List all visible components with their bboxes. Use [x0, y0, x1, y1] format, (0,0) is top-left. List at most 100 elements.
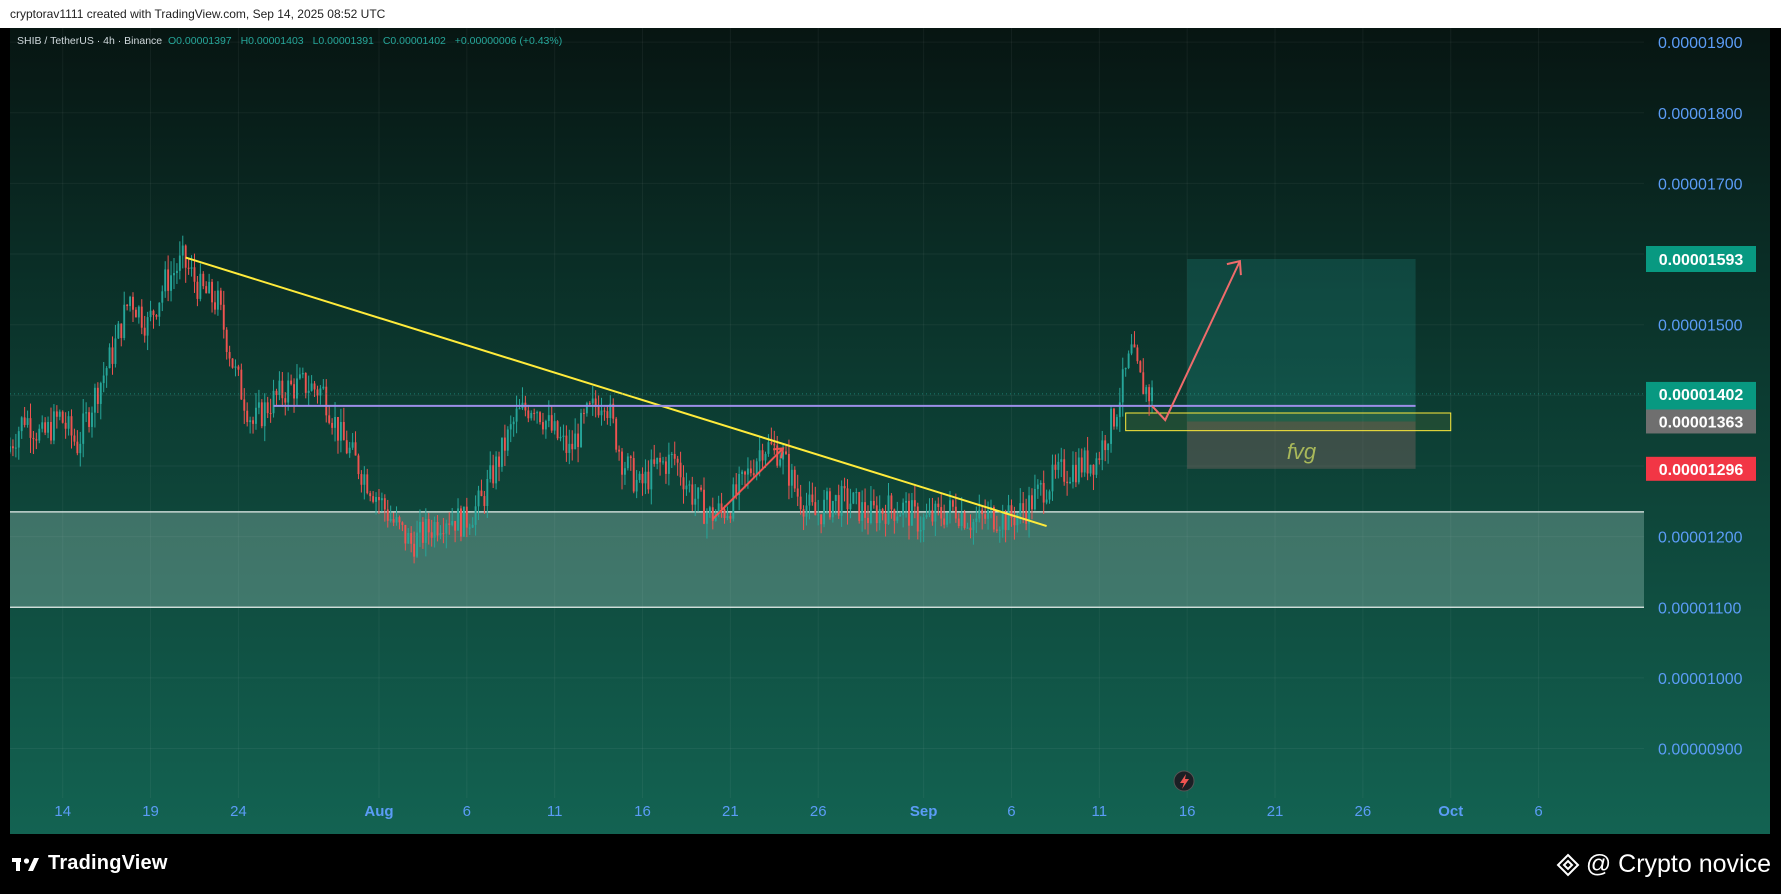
candle-body — [93, 387, 96, 413]
candle-body — [881, 509, 884, 514]
candle-body — [366, 474, 369, 494]
candles — [9, 235, 1153, 564]
candle-body — [290, 380, 293, 385]
chart-container[interactable]: fvg 0.00000900 0.00001000 0.00001100 0.0000… — [9, 28, 1770, 834]
candle-body — [861, 502, 864, 521]
candle-body — [44, 422, 47, 433]
candle-body — [416, 532, 418, 557]
candle-body — [152, 310, 155, 316]
candle-body — [779, 459, 782, 466]
candle-body — [978, 509, 981, 519]
candle-body — [796, 488, 799, 497]
candle-body — [47, 421, 50, 433]
candle-body — [187, 267, 190, 269]
candle-body — [746, 468, 749, 475]
candle-body — [1089, 464, 1092, 474]
candle-body — [287, 380, 290, 403]
lightning-icon[interactable] — [1173, 770, 1195, 792]
candle-body — [1028, 495, 1031, 524]
candle-body — [922, 517, 925, 531]
candle-body — [656, 457, 659, 464]
y-tick-label: 0.00001200 — [1658, 530, 1743, 547]
x-tick-label: 26 — [1355, 803, 1372, 820]
candle-body — [20, 417, 23, 432]
candle-body — [208, 281, 211, 294]
candle-body — [401, 522, 404, 525]
candle-body — [161, 291, 164, 303]
candle-body — [173, 273, 175, 276]
candle-body — [398, 517, 401, 523]
candle-body — [831, 500, 834, 518]
candle-body — [120, 323, 123, 338]
candle-body — [1069, 481, 1072, 484]
symbol-name[interactable]: SHIB / TetherUS · 4h · Binance — [17, 35, 162, 47]
candle-body — [905, 500, 908, 503]
candle-body — [137, 306, 140, 318]
candle-body — [219, 290, 222, 305]
candle-body — [641, 473, 644, 484]
candle-body — [222, 304, 225, 330]
x-tick-label: 11 — [1092, 803, 1108, 820]
candle-body — [729, 516, 732, 519]
candle-body — [58, 411, 61, 417]
binance-icon — [1556, 853, 1580, 876]
candle-body — [73, 435, 76, 442]
tradingview-logo[interactable]: TradingView — [12, 852, 168, 875]
candle-body — [834, 495, 837, 501]
candle-body — [1013, 517, 1016, 526]
candle-body — [884, 513, 887, 524]
candle-body — [1033, 488, 1036, 510]
candle-body — [181, 245, 184, 256]
candle-body — [638, 473, 641, 480]
candle-body — [134, 309, 137, 318]
price-labels: 0.000015930.0000140203:07:520.000013630.… — [1646, 246, 1756, 481]
candle-body — [963, 512, 966, 528]
x-tick-label: 21 — [1267, 803, 1284, 820]
candle-body — [615, 418, 618, 450]
annotation-zones: fvg — [10, 259, 1644, 608]
position-target-zone — [1187, 259, 1416, 422]
candle-body — [9, 446, 11, 452]
candle-body — [582, 412, 585, 414]
y-tick-label: 0.00000900 — [1658, 742, 1743, 759]
candle-body — [260, 402, 263, 427]
price-chart[interactable]: fvg 0.000009000.000010000.000011000.0000… — [9, 28, 1770, 834]
candle-body — [1036, 484, 1039, 489]
candle-body — [255, 407, 257, 424]
candle-body — [612, 403, 615, 419]
candle-body — [957, 518, 960, 526]
candle-body — [281, 380, 284, 399]
price-label-bg — [1646, 246, 1756, 272]
candle-body — [992, 507, 995, 530]
candle-body — [480, 490, 483, 497]
candle-body — [41, 422, 44, 429]
candle-body — [442, 533, 445, 535]
candle-body — [547, 415, 550, 421]
candle-body — [433, 521, 436, 538]
price-label-text: 0.00001593 — [1659, 252, 1744, 269]
x-tick-label: 6 — [1007, 803, 1015, 820]
candle-body — [1136, 347, 1139, 362]
candle-body — [752, 473, 755, 476]
candle-body — [679, 462, 682, 478]
ohlc-open: O0.00001397 — [168, 35, 232, 47]
candle-body — [890, 495, 893, 510]
candle-body — [758, 450, 761, 462]
candle-body — [427, 519, 430, 533]
candle-body — [225, 329, 228, 353]
candle-body — [50, 421, 52, 441]
candle-body — [1025, 510, 1028, 524]
candle-body — [544, 420, 547, 430]
candle-body — [35, 439, 38, 441]
candle-body — [644, 471, 647, 484]
candle-body — [512, 421, 515, 425]
candle-body — [61, 411, 64, 423]
candle-body — [284, 398, 287, 403]
candle-body — [770, 442, 773, 444]
candle-body — [272, 390, 275, 414]
candle-body — [1107, 443, 1110, 451]
candle-body — [506, 429, 509, 451]
candle-body — [32, 437, 35, 440]
candle-body — [477, 490, 480, 507]
candle-body — [559, 436, 562, 439]
